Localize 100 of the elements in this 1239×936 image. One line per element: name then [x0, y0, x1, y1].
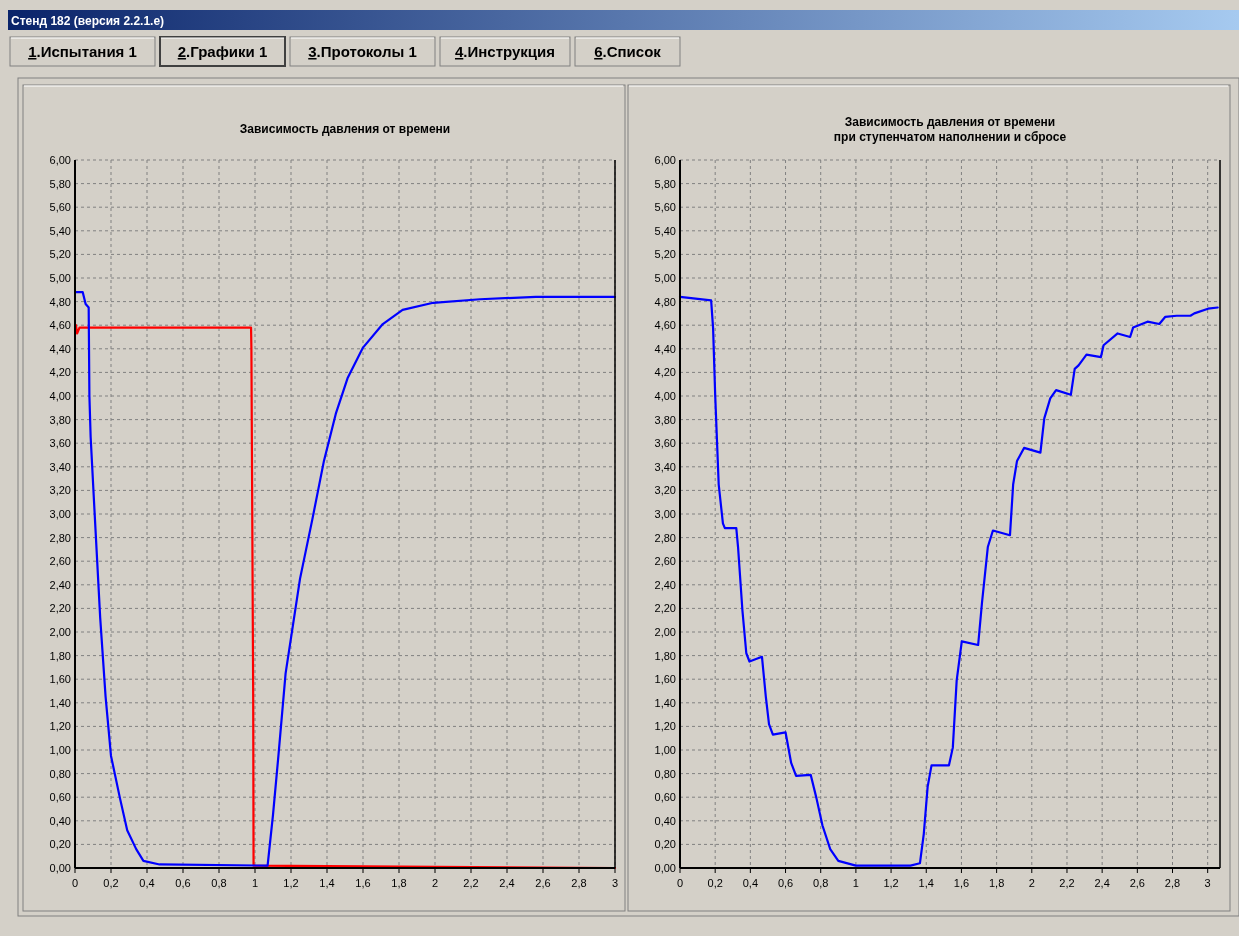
y-tick-label: 5,40: [654, 224, 676, 237]
x-tick-label: 1,6: [953, 877, 970, 889]
y-tick-label: 4,40: [654, 342, 676, 355]
y-tick-label: 4,80: [654, 295, 676, 308]
x-tick-label: 1,6: [355, 877, 371, 889]
x-tick-label: 1,8: [988, 877, 1005, 889]
y-tick-label: 1,40: [49, 696, 71, 709]
y-tick-label: 2,00: [49, 626, 71, 638]
y-tick-label: 4,60: [49, 319, 71, 332]
y-tick-label: 0,40: [654, 814, 676, 827]
y-tick-label: 0,80: [654, 767, 676, 780]
y-tick-label: 3,00: [49, 508, 71, 520]
x-tick-label: 0,8: [813, 877, 829, 889]
y-tick-label: 6,00: [49, 154, 71, 166]
y-tick-label: 3,80: [49, 413, 71, 426]
y-tick-label: 1,80: [654, 649, 676, 662]
y-tick-label: 1,40: [654, 696, 676, 709]
y-tick-label: 0,00: [49, 862, 71, 874]
y-tick-label: 1,20: [654, 720, 676, 733]
x-tick-label: 1: [852, 877, 859, 889]
y-tick-label: 2,20: [654, 602, 676, 615]
x-tick-label: 1,8: [391, 877, 407, 889]
y-tick-label: 3,40: [49, 460, 71, 473]
y-tick-label: 3,20: [49, 484, 71, 497]
y-tick-label: 1,20: [49, 720, 71, 733]
y-tick-label: 0,60: [654, 791, 676, 804]
x-tick-label: 2,2: [463, 877, 479, 889]
y-tick-label: 2,40: [654, 578, 676, 591]
y-tick-label: 4,00: [49, 390, 71, 402]
x-tick-label: 3: [611, 877, 619, 889]
y-tick-label: 3,00: [654, 508, 676, 520]
y-tick-label: 0,80: [49, 767, 71, 780]
x-tick-label: 2,6: [1129, 877, 1145, 889]
y-tick-label: 3,40: [654, 460, 676, 473]
x-tick-label: 2,6: [535, 877, 551, 889]
text: Стенд 182 (версия 2.2.1.e): [11, 14, 165, 28]
y-tick-label: 5,80: [654, 177, 676, 190]
x-tick-label: 0,4: [742, 877, 759, 889]
x-tick-label: 1,2: [883, 877, 899, 889]
x-tick-label: 2,8: [571, 877, 587, 889]
x-tick-label: 0,6: [777, 877, 794, 889]
text: 2.Графики 1: [177, 43, 268, 60]
y-tick-label: 5,60: [654, 201, 676, 214]
x-tick-label: 0,2: [707, 877, 723, 889]
y-tick-label: 4,80: [49, 295, 71, 308]
y-tick-label: 3,60: [654, 437, 676, 450]
y-tick-label: 5,00: [49, 272, 71, 284]
y-tick-label: 1,00: [654, 744, 676, 756]
y-tick-label: 2,00: [654, 626, 676, 638]
y-tick-label: 4,20: [654, 366, 676, 379]
y-tick-label: 0,40: [49, 814, 71, 827]
x-tick-label: 1,4: [918, 877, 934, 889]
y-tick-label: 2,80: [49, 531, 71, 544]
y-tick-label: 0,60: [49, 791, 71, 804]
x-tick-label: 3: [1204, 877, 1211, 889]
y-tick-label: 1,60: [654, 673, 676, 686]
y-tick-label: 0,20: [654, 838, 676, 851]
y-tick-label: 3,20: [654, 484, 676, 497]
x-tick-label: 0,8: [211, 877, 227, 889]
x-tick-label: 2,4: [1094, 877, 1110, 889]
chart-title: Зависимость давления от времени при ступенчатом наполнении и сбросе: [833, 115, 1067, 144]
x-tick-label: 2,4: [499, 877, 515, 889]
y-tick-label: 4,20: [49, 366, 71, 379]
y-tick-label: 1,60: [49, 673, 71, 686]
text: 1.Испытания 1: [28, 43, 137, 60]
chart-title: Зависимость давления от времени: [239, 122, 451, 136]
y-tick-label: 5,20: [49, 248, 71, 261]
x-tick-label: 0,2: [103, 877, 119, 889]
x-tick-label: 1: [251, 877, 259, 889]
x-tick-label: 1,2: [283, 877, 299, 889]
text: 3.Протоколы 1: [308, 43, 417, 60]
y-tick-label: 4,00: [654, 390, 676, 402]
y-tick-label: 3,60: [49, 437, 71, 450]
x-tick-label: 1,4: [319, 877, 335, 889]
y-tick-label: 2,20: [49, 602, 71, 615]
x-tick-label: 2,8: [1164, 877, 1181, 889]
y-tick-label: 5,20: [654, 248, 676, 261]
y-tick-label: 1,80: [49, 649, 71, 662]
text: 4.Инструкция: [454, 43, 556, 60]
y-tick-label: 5,60: [49, 201, 71, 214]
y-tick-label: 2,60: [654, 555, 676, 568]
text: 6.Список: [594, 43, 662, 60]
x-tick-label: 2: [431, 877, 439, 889]
y-tick-label: 1,00: [49, 744, 71, 756]
y-tick-label: 4,60: [654, 319, 676, 332]
x-tick-label: 0: [676, 877, 684, 889]
x-tick-label: 2,2: [1059, 877, 1075, 889]
x-tick-label: 0: [71, 877, 79, 889]
y-tick-label: 5,40: [49, 224, 71, 237]
y-tick-label: 3,80: [654, 413, 676, 426]
y-tick-label: 2,40: [49, 578, 71, 591]
x-tick-label: 0,4: [139, 877, 155, 889]
y-tick-label: 4,40: [49, 342, 71, 355]
x-tick-label: 2: [1028, 877, 1035, 889]
x-tick-label: 0,6: [175, 877, 191, 889]
y-tick-label: 2,60: [49, 555, 71, 568]
y-tick-label: 5,00: [654, 272, 676, 284]
y-tick-label: 0,20: [49, 838, 71, 851]
y-tick-label: 6,00: [654, 154, 676, 166]
y-tick-label: 0,00: [654, 862, 676, 874]
